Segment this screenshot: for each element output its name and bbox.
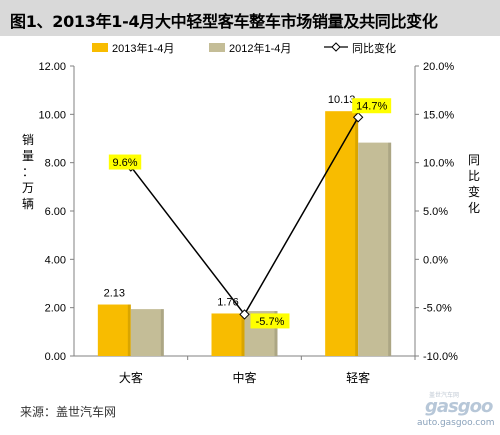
yoy-data-label: 9.6% — [112, 157, 137, 169]
y2-axis-title-char: 化 — [468, 201, 480, 215]
bar-shade — [355, 111, 359, 356]
y2-tick-label: 0.0% — [423, 254, 448, 266]
yoy-label-highlight — [250, 313, 290, 329]
y-tick-label: 0.00 — [45, 351, 66, 363]
bar-data-label: 2.13 — [104, 288, 125, 300]
bar-shade — [274, 311, 278, 356]
y2-tick-label: 5.0% — [423, 206, 448, 218]
y2-tick-label: -10.0% — [423, 351, 458, 363]
y-axis-title-char: 量 — [22, 149, 34, 163]
y-tick-label: 12.00 — [38, 61, 66, 73]
y-tick-label: 4.00 — [45, 254, 66, 266]
y-tick-label: 8.00 — [45, 158, 66, 170]
chart: 0.00 2.00 4.00 6.00 8.00 10.00 12.00 -10.0% -5.0… — [22, 41, 480, 385]
bar-2012 — [130, 309, 164, 356]
yoy-line — [130, 116, 359, 316]
x-tick-label: 轻客 — [346, 370, 370, 385]
yoy-marker — [352, 112, 364, 123]
bar-2013 — [97, 304, 131, 356]
y-tick-label: 6.00 — [45, 206, 66, 218]
y2-axis-title-char: 同 — [468, 153, 480, 167]
legend-label: 2013年1-4月 — [112, 41, 174, 55]
yoy-label-highlight — [352, 98, 392, 114]
y2-tick-label: 15.0% — [423, 109, 454, 121]
watermark-logo: gasgoo — [425, 396, 493, 417]
legend-swatch — [209, 43, 225, 52]
x-tick-label: 中客 — [232, 370, 256, 385]
title-bar: 图1、2013年1-4月大中轻型客车整车市场销量及共同比变化 — [0, 0, 500, 36]
source-note: 来源：盖世汽车网 — [20, 405, 117, 419]
y-axis-title-char: 辆 — [22, 197, 34, 211]
yoy-label-highlight — [108, 154, 142, 170]
bar-2013 — [325, 111, 359, 356]
bar-shade — [241, 313, 245, 356]
y2-axis-title-char: 变 — [468, 184, 480, 199]
bar-shade — [388, 142, 392, 356]
legend-label: 同比变化 — [352, 41, 396, 55]
bar-shade — [127, 304, 131, 356]
legend-swatch — [92, 43, 108, 52]
watermark-url: auto.gasgoo.com — [417, 418, 495, 428]
y2-tick-label: 10.0% — [423, 158, 454, 170]
y-tick-label: 10.00 — [38, 109, 66, 121]
y2-tick-label: -5.0% — [423, 303, 452, 315]
y2-axis-title-char: 比 — [468, 169, 480, 183]
bar-2013 — [211, 313, 245, 356]
bar-shade — [160, 309, 164, 356]
chart-title: 图1、2013年1-4月大中轻型客车整车市场销量及共同比变化 — [10, 12, 438, 31]
x-tick-label: 大客 — [119, 370, 143, 385]
bar-data-label: 10.13 — [328, 94, 356, 106]
yoy-marker — [239, 309, 250, 320]
y-axis-title-char: 万 — [22, 181, 34, 195]
bar-2012 — [358, 142, 392, 356]
legend-label: 2012年1-4月 — [229, 41, 291, 55]
y2-tick-label: 20.0% — [423, 61, 454, 73]
y-tick-label: 2.00 — [45, 303, 66, 315]
legend-marker — [331, 42, 341, 52]
gasgoo-watermark: 盖世汽车网 gasgoo auto.gasgoo.com — [405, 392, 500, 432]
y-axis-title-char: 销 — [22, 133, 34, 147]
yoy-data-label: 14.7% — [356, 101, 387, 113]
y-axis-title-char: ： — [22, 165, 34, 179]
watermark-chinese: 盖世汽车网 — [429, 393, 460, 399]
yoy-data-label: -5.7% — [256, 316, 285, 328]
